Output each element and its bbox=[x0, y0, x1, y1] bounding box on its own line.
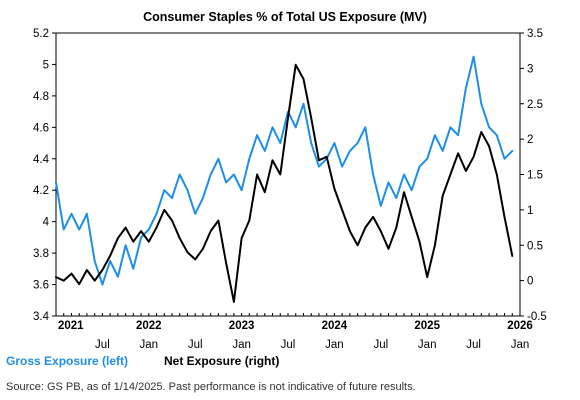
left-tick-label: 5 bbox=[43, 59, 49, 71]
left-tick-label: 4.4 bbox=[33, 154, 50, 166]
left-tick-label: 5.2 bbox=[33, 28, 49, 40]
right-tick-label: 2.5 bbox=[527, 99, 543, 111]
x-year-label: 2024 bbox=[322, 320, 348, 332]
x-year-label: 2025 bbox=[414, 320, 440, 332]
right-tick-label: 3 bbox=[527, 63, 533, 75]
left-tick-label: 3.8 bbox=[33, 248, 49, 260]
right-tick-label: 3.5 bbox=[527, 28, 543, 40]
x-month-label: Jul bbox=[466, 339, 481, 351]
x-year-label: 2021 bbox=[58, 320, 84, 332]
x-month-label: Jan bbox=[140, 339, 159, 351]
left-tick-label: 4 bbox=[43, 217, 50, 229]
net-exposure-line bbox=[55, 63, 514, 303]
x-month-label: Jan bbox=[325, 339, 344, 351]
chart-source: Source: GS PB, as of 1/14/2025. Past per… bbox=[6, 381, 416, 393]
right-tick-label: -0.5 bbox=[527, 311, 547, 323]
legend-net: Net Exposure (right) bbox=[164, 354, 279, 368]
left-tick-label: 4.6 bbox=[33, 122, 49, 134]
right-axis: -0.5 0 0.5 1 1.5 2 2.5 3 3.5 bbox=[520, 28, 547, 323]
right-tick-label: 1 bbox=[527, 205, 533, 217]
x-month-label: Jul bbox=[281, 339, 296, 351]
x-year-label: 2026 bbox=[507, 320, 533, 332]
x-month-label: Jan bbox=[418, 339, 437, 351]
x-month-label: Jan bbox=[232, 339, 251, 351]
right-tick-label: 1.5 bbox=[527, 170, 543, 182]
gross-exposure-line bbox=[55, 55, 514, 286]
chart-title: Consumer Staples % of Total US Exposure … bbox=[143, 10, 427, 24]
x-month-label: Jan bbox=[511, 339, 530, 351]
left-tick-label: 3.6 bbox=[33, 280, 49, 292]
left-tick-label: 4.2 bbox=[33, 185, 49, 197]
left-axis: 3.4 3.6 3.8 4 4.2 4.4 4.6 4.8 5 5.2 bbox=[33, 28, 56, 323]
x-month-label: Jul bbox=[373, 339, 388, 351]
legend-gross: Gross Exposure (left) bbox=[6, 354, 128, 368]
right-tick-label: 0 bbox=[527, 276, 533, 288]
right-tick-label: 0.5 bbox=[527, 240, 543, 252]
x-year-label: 2023 bbox=[229, 320, 255, 332]
x-year-label: 2022 bbox=[136, 320, 162, 332]
left-tick-label: 3.4 bbox=[33, 311, 50, 323]
left-tick-label: 4.8 bbox=[33, 91, 49, 103]
x-month-label: Jul bbox=[188, 339, 203, 351]
x-month-label: Jul bbox=[95, 339, 110, 351]
series-layer bbox=[55, 55, 514, 303]
right-tick-label: 2 bbox=[527, 134, 533, 146]
x-axis: Jul Jan Jul Jan Jul Jan Jul Jan Jul Jan 2021 2022 20… bbox=[55, 313, 533, 351]
